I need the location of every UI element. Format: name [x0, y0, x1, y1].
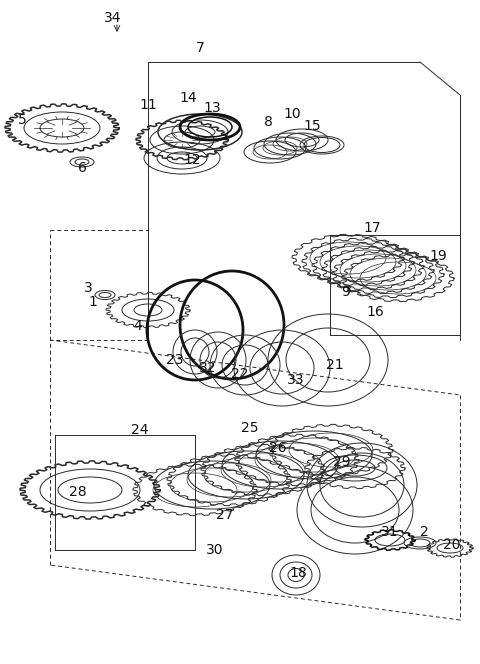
Text: 26: 26	[269, 441, 287, 455]
Text: 28: 28	[69, 485, 87, 499]
Text: 7: 7	[196, 41, 204, 55]
Text: 21: 21	[326, 358, 344, 372]
Text: 1: 1	[89, 295, 97, 309]
Text: 34: 34	[104, 11, 122, 25]
Text: 2: 2	[420, 525, 428, 539]
Text: 25: 25	[241, 421, 259, 435]
Text: 33: 33	[287, 373, 305, 387]
Text: 22: 22	[231, 367, 249, 381]
Text: 20: 20	[443, 538, 461, 552]
Text: 8: 8	[264, 115, 273, 129]
Text: 9: 9	[342, 285, 350, 299]
Text: 30: 30	[206, 543, 224, 557]
Text: 19: 19	[429, 249, 447, 263]
Text: 6: 6	[78, 161, 86, 175]
Text: 18: 18	[289, 566, 307, 580]
Text: 23: 23	[166, 353, 184, 367]
Text: 5: 5	[18, 113, 26, 127]
Text: 4: 4	[133, 319, 143, 333]
Text: 31: 31	[381, 525, 399, 539]
Text: 3: 3	[84, 281, 92, 295]
Text: 12: 12	[183, 153, 201, 167]
Text: 27: 27	[216, 508, 234, 522]
Text: 11: 11	[139, 98, 157, 112]
Text: 17: 17	[363, 221, 381, 235]
Text: 14: 14	[179, 91, 197, 105]
Text: 24: 24	[131, 423, 149, 437]
Text: 10: 10	[283, 107, 301, 121]
Text: 29: 29	[333, 455, 351, 469]
Text: 16: 16	[366, 305, 384, 319]
Text: 32: 32	[199, 361, 217, 375]
Text: 15: 15	[303, 119, 321, 133]
Text: 13: 13	[203, 101, 221, 115]
